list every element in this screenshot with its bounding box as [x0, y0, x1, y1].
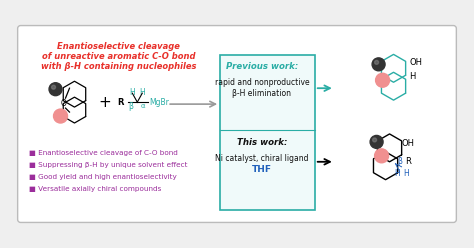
Circle shape [372, 58, 385, 71]
Text: R: R [117, 98, 124, 107]
Circle shape [49, 83, 62, 96]
Text: β: β [128, 102, 133, 111]
Text: ■ Versatile axially chiral compounds: ■ Versatile axially chiral compounds [28, 186, 161, 192]
Circle shape [370, 135, 383, 148]
FancyBboxPatch shape [18, 26, 456, 222]
Text: THF: THF [252, 165, 272, 174]
Text: rapid and nonproductive: rapid and nonproductive [215, 78, 309, 87]
Circle shape [374, 60, 379, 64]
Polygon shape [63, 97, 86, 123]
Text: ■ Suppressing β-H by unique solvent effect: ■ Suppressing β-H by unique solvent effe… [28, 162, 187, 168]
Text: H: H [129, 88, 135, 97]
Circle shape [54, 109, 67, 123]
Text: β: β [398, 157, 402, 166]
Text: β-H elimination: β-H elimination [232, 89, 292, 98]
Text: O: O [61, 99, 66, 108]
Text: OH: OH [410, 58, 422, 67]
Text: Ni catalyst, chiral ligand: Ni catalyst, chiral ligand [215, 154, 309, 163]
Text: OH: OH [401, 139, 415, 148]
Text: +: + [98, 95, 111, 110]
Circle shape [373, 138, 376, 142]
Text: of unreactive aromatic C-O bond: of unreactive aromatic C-O bond [42, 52, 195, 62]
Text: H: H [410, 72, 416, 81]
Polygon shape [377, 134, 401, 162]
Text: This work:: This work: [237, 138, 287, 147]
Text: Enantioselective cleavage: Enantioselective cleavage [57, 42, 180, 51]
Polygon shape [374, 152, 398, 180]
Text: H: H [139, 88, 145, 97]
Circle shape [375, 73, 390, 87]
Text: R: R [405, 157, 411, 166]
Text: Previous work:: Previous work: [226, 62, 298, 71]
Circle shape [374, 149, 389, 163]
Text: ■ Good yield and high enantioselectivity: ■ Good yield and high enantioselectivity [28, 174, 176, 180]
Text: H: H [394, 169, 400, 178]
Polygon shape [63, 81, 86, 107]
Text: with β-H containing nucleophiles: with β-H containing nucleophiles [41, 62, 196, 71]
Polygon shape [382, 72, 406, 100]
Text: α: α [141, 103, 146, 109]
Text: MgBr: MgBr [149, 98, 169, 107]
Text: H: H [403, 169, 409, 178]
Circle shape [52, 85, 55, 89]
Text: ■ Enantioselective cleavage of C-O bond: ■ Enantioselective cleavage of C-O bond [28, 150, 177, 156]
Polygon shape [382, 54, 406, 82]
FancyBboxPatch shape [220, 55, 315, 210]
